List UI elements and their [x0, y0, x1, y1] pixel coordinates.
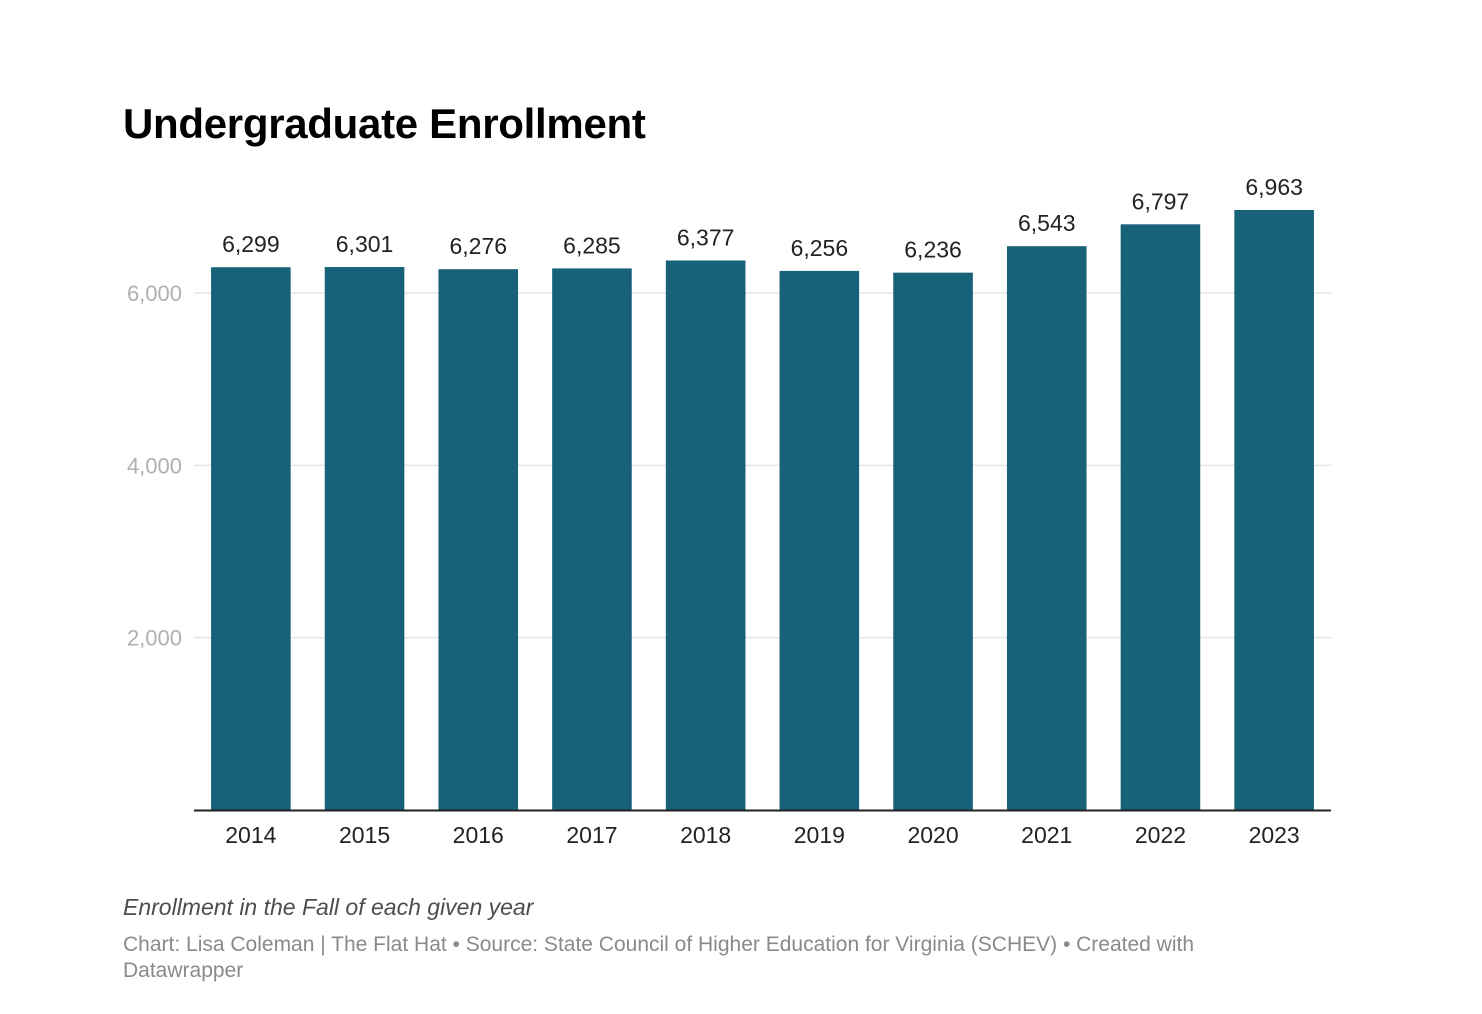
x-tick-label-2016: 2016 — [453, 822, 504, 848]
bar-2021 — [1006, 246, 1087, 811]
y-axis-tick-labels: 2,000 4,000 6,000 — [127, 281, 182, 651]
value-label-2017: 6,285 — [563, 232, 621, 258]
chart-credits: Chart: Lisa Coleman | The Flat Hat • Sou… — [123, 933, 1195, 982]
chart-title: Undergraduate Enrollment — [123, 100, 646, 147]
value-label-2020: 6,236 — [904, 237, 962, 263]
x-axis-tick-labels: 2014 2015 2016 2017 2018 2019 2020 2021 2022 2023 — [225, 822, 1299, 848]
x-tick-label-2020: 2020 — [907, 822, 958, 848]
bar-2017 — [552, 268, 632, 810]
x-tick-label-2019: 2019 — [794, 822, 845, 848]
bar-2023 — [1234, 210, 1314, 810]
x-tick-label-2018: 2018 — [680, 822, 731, 848]
y-tick-label: 2,000 — [127, 626, 182, 651]
value-label-2014: 6,299 — [222, 231, 280, 257]
y-tick-label: 6,000 — [127, 281, 182, 306]
value-labels: 6,299 6,301 6,276 6,285 6,377 6,256 6,236 6,543… — [222, 174, 1303, 263]
bars — [211, 210, 1314, 811]
x-tick-label-2017: 2017 — [566, 822, 617, 848]
bar-2014 — [211, 267, 291, 811]
value-label-2016: 6,276 — [449, 233, 507, 259]
bar-2015 — [324, 267, 405, 810]
x-tick-label-2014: 2014 — [225, 822, 276, 848]
value-label-2023: 6,963 — [1245, 174, 1303, 200]
bar-2018 — [665, 260, 746, 810]
value-label-2015: 6,301 — [336, 231, 394, 257]
value-label-2019: 6,256 — [791, 235, 849, 261]
value-label-2022: 6,797 — [1132, 188, 1190, 214]
x-tick-label-2015: 2015 — [339, 822, 390, 848]
bar-2020 — [893, 272, 973, 811]
chart-notes: Enrollment in the Fall of each given yea… — [123, 894, 534, 920]
bar-2016 — [438, 269, 519, 810]
x-tick-label-2022: 2022 — [1135, 822, 1186, 848]
value-label-2018: 6,377 — [677, 224, 735, 250]
x-tick-label-2021: 2021 — [1021, 822, 1072, 848]
value-label-2021: 6,543 — [1018, 210, 1076, 236]
x-tick-label-2023: 2023 — [1249, 822, 1300, 848]
bar-2022 — [1120, 224, 1201, 810]
y-tick-label: 4,000 — [127, 453, 182, 478]
bar-2019 — [779, 270, 860, 811]
